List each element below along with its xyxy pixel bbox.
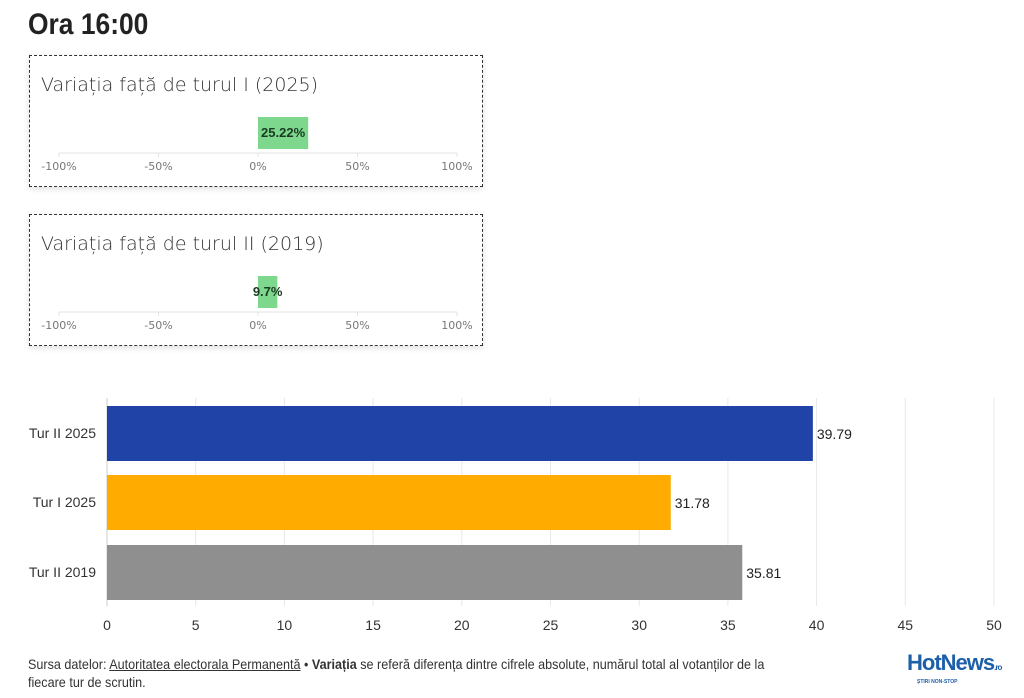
gauge-tick-label: 50% (345, 160, 369, 173)
x-tick-label: 35 (720, 617, 736, 633)
gauge-tick-label: 50% (345, 319, 369, 332)
gauge-tick-label: 100% (441, 160, 472, 173)
gauge-tick-label: 0% (249, 160, 266, 173)
gauge-tick-label: 100% (441, 319, 472, 332)
logo-suffix: .ro (994, 663, 1002, 672)
x-tick-label: 30 (631, 617, 647, 633)
gauge-chart: -100% -50% 0% 50% 100% 9.7% (41, 276, 473, 332)
logo-text: HotNews (907, 650, 995, 675)
x-tick-label: 50 (986, 617, 1002, 633)
variation-term: Variația (311, 656, 357, 672)
x-tick-label: 5 (192, 617, 200, 633)
gauge-tick-label: -100% (41, 319, 76, 332)
logo-tagline: ȘTIRI NON-STOP (917, 679, 958, 685)
gauge-value-label: 25.22% (261, 125, 306, 140)
gauge-tick-label: -100% (41, 160, 76, 173)
source-label: Sursa datelor: (28, 656, 110, 672)
gauge-title: Variația față de turul II (2019) (41, 233, 324, 255)
x-tick-label: 0 (103, 617, 111, 633)
bar-value-label: 31.78 (675, 495, 710, 511)
y-tick-label: Tur I 2025 (33, 494, 97, 510)
x-tick-label: 10 (277, 617, 293, 633)
page-title: Ora 16:00 (28, 8, 149, 41)
bar-tur-i-2025 (107, 475, 671, 530)
bar-value-label: 39.79 (817, 426, 852, 442)
footer-note: Sursa datelor: Autoritatea electorala Pe… (28, 655, 793, 691)
x-tick-label: 40 (809, 617, 825, 633)
gauge-turul-1-2025: Variația față de turul I (2025) -100% -50… (29, 55, 483, 187)
source-link[interactable]: Autoritatea electorala Permanentă (109, 656, 301, 672)
gauge-bar (258, 117, 309, 149)
bar-tur-ii-2025 (107, 406, 813, 461)
x-tick-label: 25 (543, 617, 559, 633)
separator: • (300, 656, 312, 672)
gauge-turul-2-2019: Variația față de turul II (2019) -100% -5… (29, 214, 483, 346)
gauge-bar (258, 276, 278, 308)
gauge-chart: -100% -50% 0% 50% 100% 25.22% (41, 117, 473, 173)
gauge-tick-label: -50% (144, 319, 172, 332)
gauge-title: Variația față de turul I (2025) (41, 74, 319, 96)
y-tick-label: Tur II 2025 (29, 425, 96, 441)
footer-text: se referă diferența dintre cifrele absol… (28, 656, 765, 690)
gauge-value-label: 9.7% (253, 284, 283, 299)
bar-tur-ii-2019 (107, 545, 743, 600)
bar-value-label: 35.81 (746, 565, 781, 581)
x-tick-label: 20 (454, 617, 470, 633)
x-tick-label: 15 (365, 617, 381, 633)
gauge-tick-label: -50% (144, 160, 172, 173)
hotnews-logo[interactable]: HotNews.ro ȘTIRI NON-STOP (907, 650, 1002, 688)
x-tick-label: 45 (898, 617, 914, 633)
y-tick-label: Tur II 2019 (29, 564, 96, 580)
gauge-tick-label: 0% (249, 319, 266, 332)
